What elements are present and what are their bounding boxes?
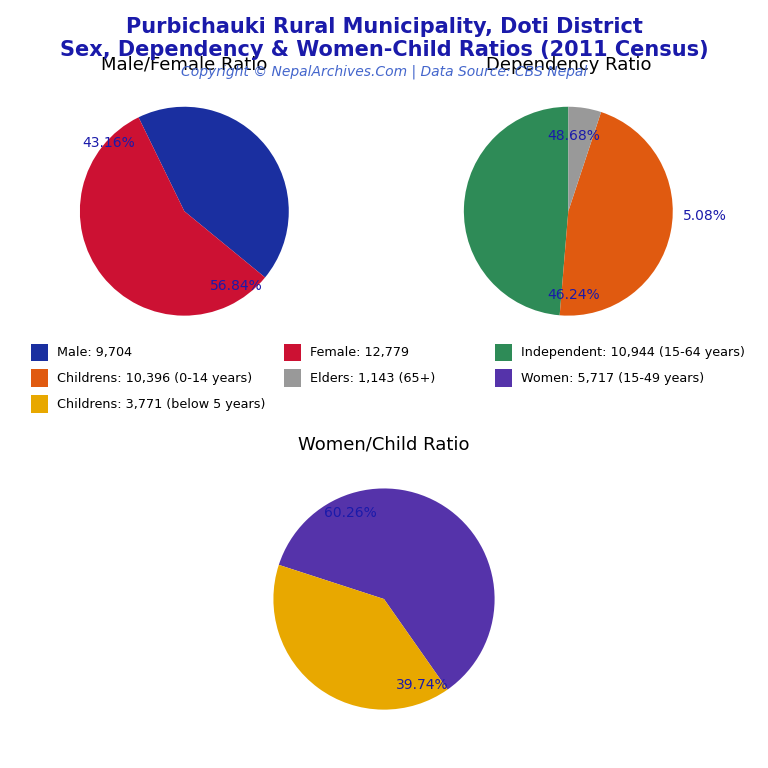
Text: Male: 9,704: Male: 9,704 [57, 346, 132, 359]
Text: Purbichauki Rural Municipality, Doti District: Purbichauki Rural Municipality, Doti Dis… [125, 17, 643, 37]
Wedge shape [273, 565, 448, 710]
Text: Independent: 10,944 (15-64 years): Independent: 10,944 (15-64 years) [521, 346, 746, 359]
Text: 43.16%: 43.16% [83, 136, 135, 151]
Bar [31, 343, 48, 361]
Text: 56.84%: 56.84% [210, 280, 263, 293]
Text: Sex, Dependency & Women-Child Ratios (2011 Census): Sex, Dependency & Women-Child Ratios (20… [60, 40, 708, 60]
Text: Female: 12,779: Female: 12,779 [310, 346, 409, 359]
Text: 60.26%: 60.26% [324, 506, 377, 520]
Text: 48.68%: 48.68% [547, 129, 600, 143]
Bar [31, 396, 48, 413]
Wedge shape [568, 107, 601, 211]
Text: Women: 5,717 (15-49 years): Women: 5,717 (15-49 years) [521, 372, 704, 385]
Text: 5.08%: 5.08% [684, 210, 727, 223]
Wedge shape [560, 112, 673, 316]
Text: Childrens: 3,771 (below 5 years): Childrens: 3,771 (below 5 years) [57, 398, 265, 411]
Wedge shape [464, 107, 568, 316]
Text: 39.74%: 39.74% [396, 678, 449, 692]
Wedge shape [138, 107, 289, 277]
Bar [284, 343, 301, 361]
Text: Childrens: 10,396 (0-14 years): Childrens: 10,396 (0-14 years) [57, 372, 252, 385]
Bar [31, 369, 48, 387]
Text: 46.24%: 46.24% [548, 288, 600, 302]
Bar [495, 369, 512, 387]
Text: Elders: 1,143 (65+): Elders: 1,143 (65+) [310, 372, 435, 385]
Wedge shape [80, 118, 265, 316]
Wedge shape [279, 488, 495, 690]
Title: Women/Child Ratio: Women/Child Ratio [298, 435, 470, 454]
Title: Male/Female Ratio: Male/Female Ratio [101, 55, 267, 74]
Bar [284, 369, 301, 387]
Bar [495, 343, 512, 361]
Title: Dependency Ratio: Dependency Ratio [485, 55, 651, 74]
Text: Copyright © NepalArchives.Com | Data Source: CBS Nepal: Copyright © NepalArchives.Com | Data Sou… [181, 65, 587, 79]
